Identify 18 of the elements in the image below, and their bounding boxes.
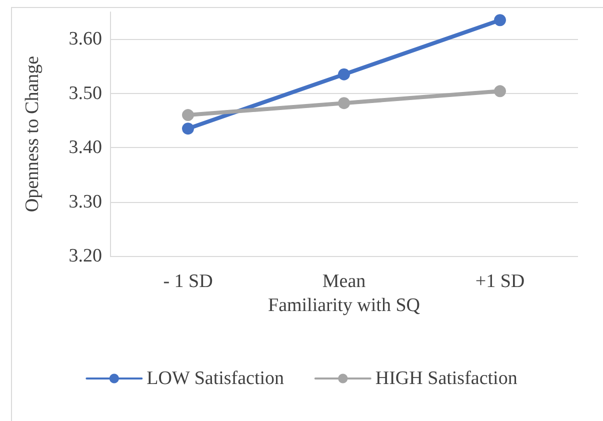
point (338, 68, 350, 80)
point (494, 85, 506, 98)
y-tick-label: 3.30 (68, 191, 102, 212)
y-tick-label: 3.50 (68, 82, 102, 104)
point (182, 122, 194, 135)
legend-label: LOW Satisfaction (146, 368, 285, 389)
y-tick-label: 3.20 (68, 246, 102, 266)
x-tick-label: - 1 SD (163, 271, 213, 292)
legend-label: HIGH Satisfaction (375, 368, 518, 389)
point (494, 14, 506, 26)
x-tick-label: +1 SD (475, 271, 525, 292)
x-tick-label: Mean (322, 271, 366, 292)
x-axis-title: Familiarity with SQ (268, 295, 420, 316)
y-axis-title: Openness to Change (22, 56, 43, 212)
y-tick-label: 3.40 (68, 137, 102, 158)
point (338, 97, 350, 110)
point (182, 109, 194, 122)
y-tick-label: 3.60 (68, 28, 102, 50)
